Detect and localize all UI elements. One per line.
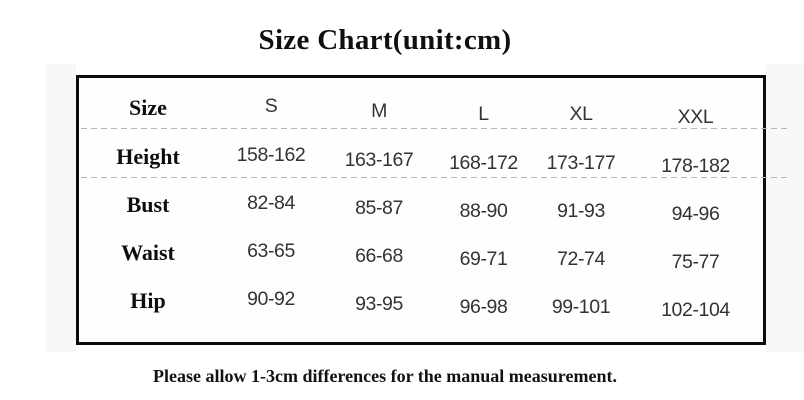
background-strip-left	[46, 64, 76, 352]
column-header-xxl: XXL	[677, 106, 714, 128]
measurement-note: Please allow 1-3cm differences for the m…	[153, 366, 617, 386]
cell-bust-s: 82-84	[247, 192, 295, 214]
cell-hip-l: 96-98	[459, 296, 508, 318]
cell-waist-xl: 72-74	[557, 248, 605, 270]
size-chart-grid: Size S M L XL XXL Height 158-162 163-167…	[79, 78, 763, 321]
cell-waist-m: 66-68	[355, 245, 403, 267]
row-label-height: Height	[116, 144, 180, 169]
row-label-bust: Bust	[126, 192, 170, 217]
cell-height-xl: 173-177	[546, 152, 616, 174]
size-chart-table: Size S M L XL XXL Height 158-162 163-167…	[76, 75, 791, 345]
cell-hip-s: 90-92	[247, 288, 295, 310]
row-label-waist: Waist	[121, 240, 175, 265]
background-strip-right	[766, 64, 804, 352]
cell-bust-xxl: 94-96	[671, 203, 720, 225]
cell-bust-l: 88-90	[459, 200, 508, 222]
cell-height-l: 168-172	[449, 152, 518, 174]
column-header-l: L	[478, 103, 489, 125]
column-header-size: Size	[129, 95, 167, 120]
page-title: Size Chart(unit:cm)	[258, 24, 512, 56]
cell-waist-l: 69-71	[459, 248, 508, 270]
cell-waist-s: 63-65	[247, 240, 295, 262]
cell-hip-xxl: 102-104	[661, 299, 730, 321]
row-label-hip: Hip	[130, 288, 166, 313]
cell-hip-xl: 99-101	[551, 296, 611, 318]
cell-bust-m: 85-87	[355, 197, 403, 219]
cell-height-xxl: 178-182	[661, 155, 730, 177]
cell-height-s: 158-162	[236, 144, 306, 166]
cell-bust-xl: 91-93	[557, 200, 605, 222]
cell-hip-m: 93-95	[355, 293, 403, 315]
cell-height-m: 163-167	[344, 149, 414, 171]
column-header-xl: XL	[569, 103, 593, 125]
dashed-separator-header	[81, 128, 791, 129]
column-header-s: S	[264, 95, 278, 117]
cell-waist-xxl: 75-77	[671, 251, 720, 273]
dashed-separator-height	[81, 177, 791, 178]
column-header-m: M	[371, 100, 387, 122]
